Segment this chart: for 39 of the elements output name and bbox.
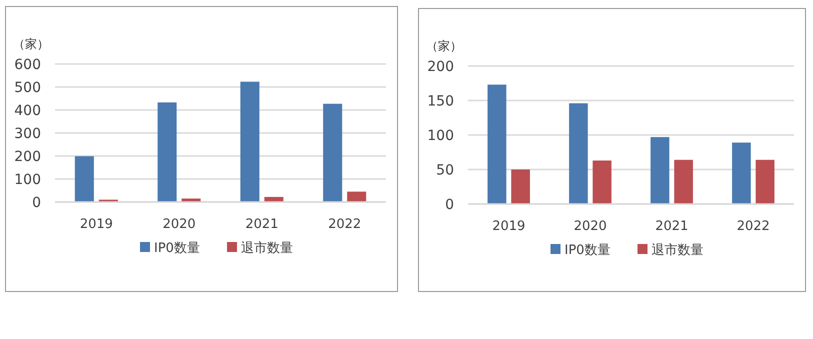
bar: [74, 156, 94, 202]
y-tick-label: 400: [14, 103, 41, 119]
x-tick-label: 2021: [655, 219, 688, 234]
y-tick-label: 150: [427, 94, 454, 110]
legend-label: 退市数量: [652, 243, 704, 258]
y-axis-title: （家）: [13, 37, 49, 51]
bar: [650, 137, 670, 204]
y-tick-label: 0: [445, 197, 454, 213]
x-tick-label: 2020: [574, 219, 607, 234]
bar: [347, 192, 366, 202]
bar: [569, 103, 588, 204]
y-tick-label: 100: [427, 128, 454, 144]
y-tick-label: 500: [14, 80, 41, 96]
y-tick-label: 100: [14, 172, 41, 188]
y-tick-label: 200: [14, 149, 41, 165]
x-tick-label: 2019: [492, 219, 526, 234]
x-tick-label: 2022: [328, 217, 362, 232]
bar: [488, 84, 506, 204]
legend-label: 退市数量: [241, 241, 293, 256]
bar: [323, 104, 342, 202]
y-tick-label: 300: [14, 126, 41, 142]
x-tick-label: 2019: [80, 217, 113, 232]
y-tick-label: 200: [427, 59, 454, 75]
y-axis-title: （家）: [426, 39, 462, 53]
bar: [732, 142, 751, 204]
bar: [511, 170, 530, 204]
y-tick-label: 50: [436, 162, 454, 178]
bar: [674, 160, 693, 204]
legend-label: IP0数量: [154, 241, 200, 256]
y-tick-label: 600: [14, 57, 41, 73]
legend-label: IP0数量: [564, 243, 610, 258]
y-tick-label: 0: [32, 195, 41, 211]
bar: [240, 82, 260, 202]
bar: [158, 102, 177, 202]
x-tick-label: 2020: [162, 217, 196, 232]
x-tick-label: 2022: [736, 219, 770, 234]
bar: [756, 160, 774, 204]
x-tick-label: 2021: [245, 217, 278, 232]
bar: [592, 160, 612, 204]
